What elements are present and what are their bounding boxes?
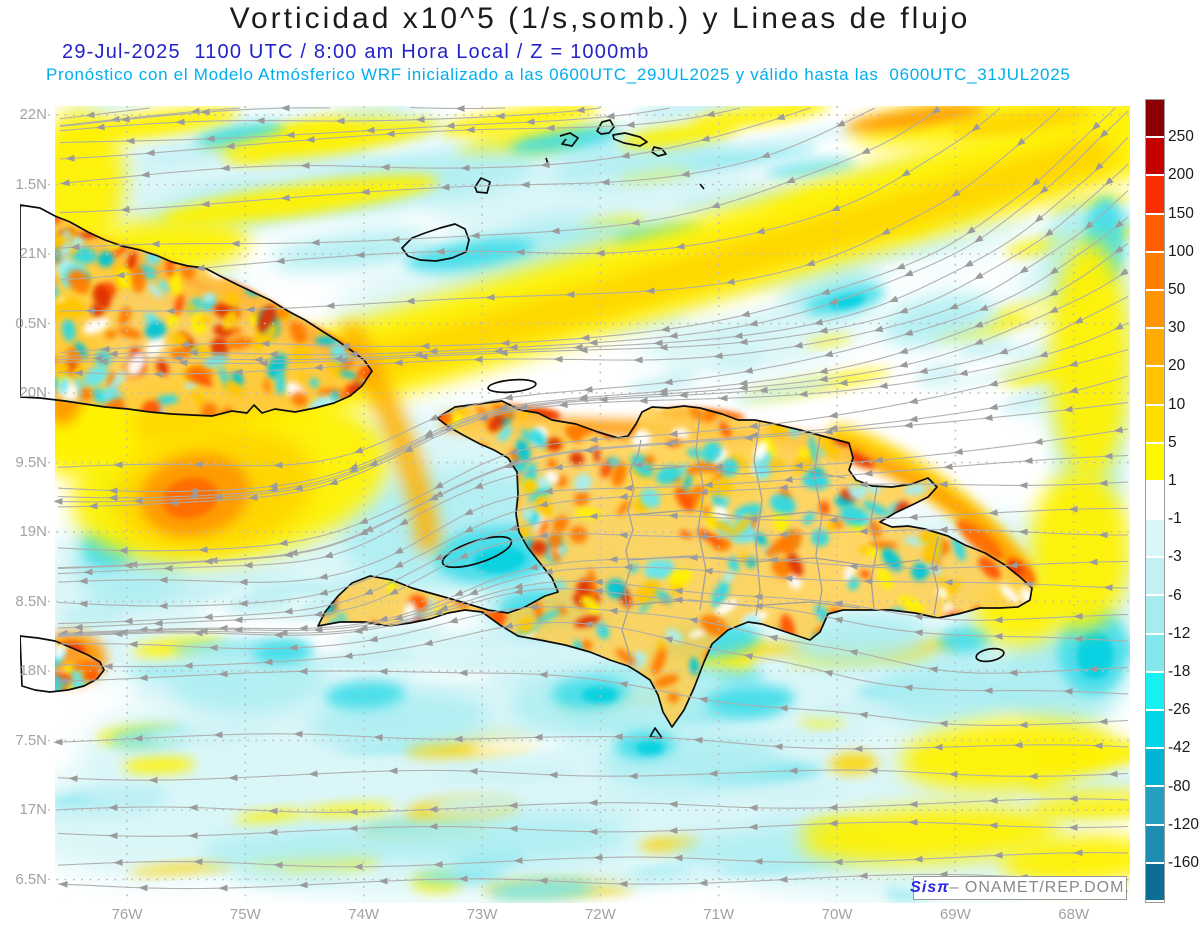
subtitle-model: Pronóstico con el Modelo Atmósferico WRF… (46, 65, 1071, 84)
colorbar-cell (1146, 138, 1164, 175)
colorbar-cell (1146, 290, 1164, 328)
colorbar-tick: 250 (1168, 128, 1194, 146)
colorbar-cell (1146, 634, 1164, 671)
graticule (48, 106, 1130, 903)
vorticity-field (55, 106, 1130, 903)
lat-label: 6.5N (15, 870, 47, 888)
colorbar-tick: 1 (1168, 472, 1177, 489)
lon-label: 72W (584, 906, 616, 923)
colorbar (1145, 99, 1165, 903)
lon-label: 69W (939, 906, 971, 923)
page-title: Vorticidad x10^5 (1/s,somb.) y Lineas de… (229, 2, 971, 35)
colorbar-tick: -80 (1168, 777, 1191, 795)
watermark: Sisπ – ONAMET/REP.DOM. (910, 876, 1130, 900)
colorbar-tick: -26 (1168, 701, 1191, 719)
colorbar-tick: 50 (1168, 281, 1186, 298)
colorbar-cell (1146, 749, 1164, 786)
colorbar-tick: 100 (1168, 242, 1194, 260)
lon-label: 71W (703, 906, 735, 923)
lat-label: 21N (19, 245, 47, 262)
lat-label: 22N (19, 106, 47, 123)
colorbar-cell (1146, 443, 1164, 480)
lon-label: 76W (111, 906, 143, 923)
watermark-org: ONAMET/REP.DOM. (964, 879, 1130, 896)
lon-label: 70W (821, 906, 853, 923)
streamlines (53, 104, 1129, 892)
lon-label: 73W (466, 906, 498, 923)
colorbar-cell (1146, 176, 1164, 213)
colorbar-cell (1146, 863, 1164, 900)
colorbar-tick: 30 (1168, 319, 1186, 337)
colorbar-tick: -12 (1168, 624, 1191, 642)
colorbar-tick: 10 (1168, 395, 1186, 413)
colorbar-tick: 5 (1168, 433, 1177, 451)
colorbar-cell (1146, 481, 1164, 519)
lat-label: 18N (19, 662, 47, 679)
colorbar-cell (1146, 825, 1164, 862)
lon-label: 68W (1058, 906, 1090, 923)
colorbar-tick: 20 (1168, 357, 1186, 375)
colorbar-tick: 200 (1168, 166, 1194, 184)
lat-label: 20N (19, 384, 47, 401)
colorbar-tick: -6 (1168, 586, 1182, 604)
colorbar-tick: -42 (1168, 739, 1191, 757)
subtitle-datetime: 29-Jul-2025 1100 UTC / 8:00 am Hora Loca… (62, 41, 650, 63)
colorbar-cell (1146, 558, 1164, 595)
lat-label: 17N (19, 801, 47, 818)
colorbar-cell (1146, 672, 1164, 709)
colorbar-cell (1146, 711, 1164, 748)
colorbar-tick: -120 (1168, 815, 1200, 833)
watermark-brand: Sisπ (910, 879, 950, 896)
colorbar-cell (1146, 405, 1164, 442)
colorbar-cell (1146, 787, 1164, 824)
colorbar-cell (1146, 520, 1164, 557)
lat-label: 9.5N (15, 453, 47, 471)
lon-label: 75W (229, 906, 261, 923)
watermark-separator: – (949, 879, 965, 896)
lat-label: 7.5N (15, 731, 47, 749)
lat-label: 1.5N (15, 175, 47, 193)
colorbar-tick: -160 (1168, 854, 1200, 871)
colorbar-cell (1146, 596, 1164, 633)
colorbar-tick: 150 (1168, 204, 1194, 222)
colorbar-cell (1146, 329, 1164, 366)
colorbar-cell (1146, 367, 1164, 404)
lat-label: 0.5N (15, 314, 47, 332)
lon-label: 74W (348, 906, 380, 923)
colorbar-tick: -1 (1168, 510, 1182, 528)
lat-label: 8.5N (15, 592, 47, 610)
colorbar-cell (1146, 100, 1164, 137)
colorbar-tick: -3 (1168, 548, 1182, 566)
colorbar-cell (1146, 214, 1164, 251)
colorbar-tick: -18 (1168, 663, 1191, 680)
lat-label: 19N (19, 523, 47, 540)
colorbar-cell (1146, 252, 1164, 289)
